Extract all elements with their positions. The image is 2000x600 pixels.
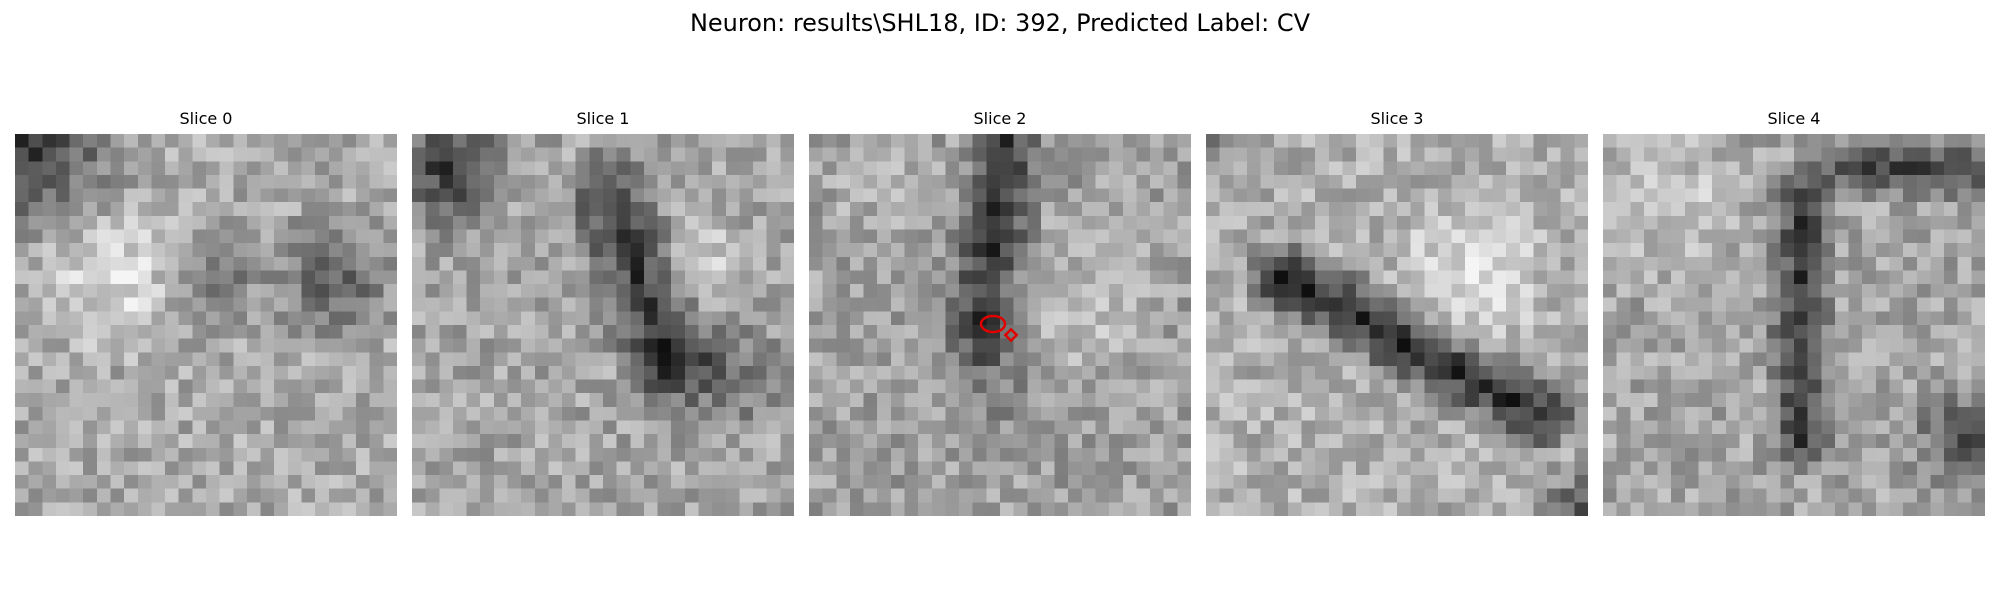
slice-image-2: [809, 134, 1191, 516]
slice-image-0: [15, 134, 397, 516]
slice-image-3: [1206, 134, 1588, 516]
slice-panel-2: Slice 2: [809, 108, 1191, 518]
slice-panel-1: Slice 1: [412, 108, 794, 518]
slice-image-1: [412, 134, 794, 516]
slice-title-2: Slice 2: [973, 109, 1027, 128]
figure-title: Neuron: results\SHL18, ID: 392, Predicte…: [689, 9, 1311, 37]
slice-title-3: Slice 3: [1370, 109, 1424, 128]
slice-panel-3: Slice 3: [1206, 108, 1588, 518]
slice-title-4: Slice 4: [1767, 109, 1821, 128]
slice-panel-0: Slice 0: [15, 108, 397, 518]
slice-title-1: Slice 1: [576, 109, 630, 128]
slice-title-0: Slice 0: [179, 109, 233, 128]
slice-image-4: [1603, 134, 1985, 516]
slice-panel-4: Slice 4: [1603, 108, 1985, 518]
